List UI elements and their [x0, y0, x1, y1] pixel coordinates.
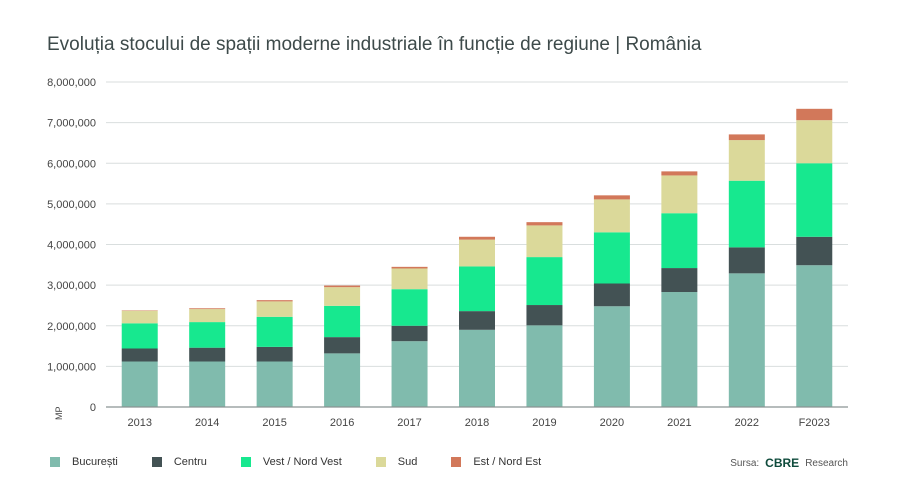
bar-segment	[661, 268, 698, 293]
bar-segment	[526, 257, 563, 306]
bar-segment	[189, 322, 226, 348]
legend-label: Centru	[173, 456, 207, 468]
bar-segment	[728, 273, 765, 407]
bar-segment	[189, 308, 226, 310]
legend-item-est: Est / Nord Est	[451, 456, 541, 468]
source-label: Sursa:	[730, 457, 760, 469]
legend-label: Est / Nord Est	[473, 456, 542, 468]
bar-segment	[526, 325, 563, 407]
bar-segment	[391, 266, 428, 269]
bar-segment	[391, 325, 428, 342]
bar-segment	[459, 266, 495, 312]
y-tick-label: 8,000,000	[47, 77, 96, 89]
legend-swatch	[240, 457, 251, 467]
bar-segment	[796, 108, 833, 121]
bar-segment	[593, 306, 630, 407]
x-tick-label: 2018	[465, 417, 489, 429]
source-note: Sursa: CBRE Research	[730, 456, 848, 470]
bar-segment	[593, 199, 630, 233]
bar-segment	[121, 361, 158, 407]
bar-segment	[728, 140, 765, 181]
legend-swatch	[375, 457, 386, 467]
legend-item-vest: Vest / Nord Vest	[240, 456, 342, 468]
bar-segment	[189, 361, 226, 407]
bar-segment	[324, 305, 361, 338]
bar-segment	[324, 287, 361, 306]
legend: București Centru Vest / Nord Vest Sud Es…	[50, 456, 575, 468]
legend-item-centru: Centru	[151, 456, 207, 468]
legend-swatch	[151, 457, 162, 467]
cbre-logo: CBRE	[765, 456, 800, 470]
y-tick-label: 5,000,000	[47, 199, 96, 211]
bar-segment	[121, 348, 158, 362]
bar-segment	[391, 289, 428, 326]
bar-segment	[796, 163, 833, 237]
source-suffix: Research	[805, 457, 848, 469]
x-tick-label: 2017	[397, 417, 421, 429]
bar-segment	[324, 353, 361, 407]
bar-segment	[593, 195, 630, 200]
bar-segment	[796, 120, 833, 164]
x-tick-label: 2013	[127, 417, 151, 429]
y-tick-label: 7,000,000	[47, 118, 96, 130]
bar-segment	[256, 316, 293, 347]
x-tick-label: 2014	[195, 417, 219, 429]
bar-segment	[324, 285, 361, 288]
bar-segment	[796, 265, 833, 407]
bar-segment	[728, 134, 765, 141]
bar-segment	[728, 180, 765, 248]
bar-segment	[121, 323, 158, 349]
bar-segment	[256, 300, 293, 302]
x-tick-label: 2016	[330, 417, 354, 429]
bar-segment	[189, 309, 226, 323]
x-tick-label: F2023	[799, 417, 830, 429]
bar-segment	[593, 283, 630, 307]
bar-segment	[121, 310, 158, 324]
bar-segment	[526, 222, 563, 226]
bar-segment	[256, 361, 293, 407]
legend-swatch	[451, 457, 462, 467]
y-tick-label: 4,000,000	[47, 240, 96, 252]
y-tick-label: 0	[90, 402, 96, 414]
bar-segment	[593, 232, 630, 284]
bar-segment	[189, 347, 226, 362]
legend-swatch	[50, 457, 60, 467]
bar-segment	[391, 341, 428, 407]
y-tick-label: 3,000,000	[47, 280, 96, 292]
bar-segment	[391, 268, 428, 290]
bar-segment	[661, 175, 698, 214]
legend-item-bucuresti: București	[50, 456, 118, 468]
bar-segment	[459, 236, 495, 240]
y-tick-label: 1,000,000	[47, 361, 96, 373]
y-tick-label: 6,000,000	[47, 158, 96, 170]
x-tick-label: 2015	[262, 417, 286, 429]
legend-item-sud: Sud	[375, 456, 418, 468]
legend-label: Vest / Nord Vest	[262, 456, 342, 468]
legend-label: București	[72, 456, 118, 468]
x-tick-label: 2019	[532, 417, 556, 429]
bar-segment	[324, 337, 361, 354]
y-axis-label: MP	[54, 407, 64, 421]
bar-segment	[661, 213, 698, 269]
bar-segment	[459, 239, 495, 267]
bar-segment	[661, 292, 698, 407]
bar-segment	[459, 329, 495, 407]
y-tick-label: 2,000,000	[47, 321, 96, 333]
bar-segment	[459, 311, 495, 330]
bar-segment	[526, 225, 563, 258]
bar-segment	[256, 301, 293, 317]
legend-label: Sud	[397, 456, 418, 468]
bar-segment	[796, 236, 833, 266]
bar-segment	[256, 346, 293, 362]
bar-segment	[728, 247, 765, 274]
chart-title: Evoluția stocului de spații moderne indu…	[47, 34, 702, 55]
x-tick-label: 2022	[735, 417, 759, 429]
x-tick-label: 2020	[600, 417, 624, 429]
bar-segment	[526, 305, 563, 326]
x-tick-label: 2021	[667, 417, 691, 429]
bar-segment	[661, 171, 698, 176]
